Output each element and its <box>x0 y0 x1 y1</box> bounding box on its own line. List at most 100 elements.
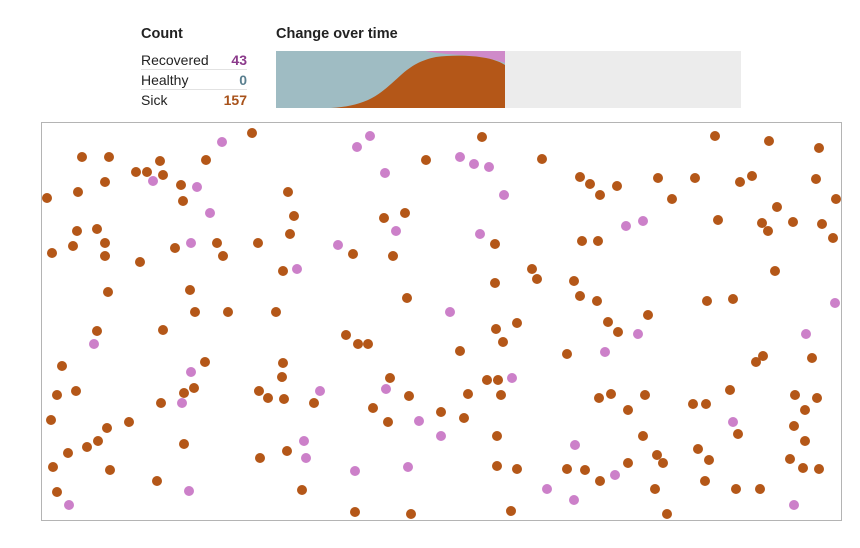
sick-person-dot <box>92 224 102 234</box>
recovered-person-dot <box>292 264 302 274</box>
sick-person-dot <box>490 239 500 249</box>
sick-person-dot <box>800 405 810 415</box>
sick-person-dot <box>562 464 572 474</box>
sick-person-dot <box>201 155 211 165</box>
recovered-person-dot <box>205 208 215 218</box>
sick-person-dot <box>506 506 516 516</box>
sick-person-dot <box>747 171 757 181</box>
recovered-person-dot <box>570 440 580 450</box>
sick-person-dot <box>788 217 798 227</box>
sick-person-dot <box>71 386 81 396</box>
sick-person-dot <box>690 173 700 183</box>
recovered-person-dot <box>445 307 455 317</box>
count-row-recovered: Recovered 43 <box>141 50 247 70</box>
sick-person-dot <box>297 485 307 495</box>
sick-person-dot <box>285 229 295 239</box>
sick-person-dot <box>350 507 360 517</box>
sick-person-dot <box>702 296 712 306</box>
sick-person-dot <box>42 193 52 203</box>
sick-person-dot <box>158 170 168 180</box>
sick-person-dot <box>603 317 613 327</box>
recovered-person-dot <box>475 229 485 239</box>
recovered-person-dot <box>380 168 390 178</box>
sick-person-dot <box>436 407 446 417</box>
sick-person-dot <box>758 351 768 361</box>
sick-person-dot <box>828 233 838 243</box>
sick-person-dot <box>812 393 822 403</box>
sick-person-dot <box>638 431 648 441</box>
recovered-person-dot <box>469 159 479 169</box>
sick-person-dot <box>363 339 373 349</box>
sick-person-dot <box>790 390 800 400</box>
sick-person-dot <box>404 391 414 401</box>
sick-person-dot <box>388 251 398 261</box>
healthy-count: 0 <box>239 71 247 88</box>
change-over-time-chart <box>276 51 741 108</box>
sick-person-dot <box>595 476 605 486</box>
sick-label: Sick <box>141 92 168 108</box>
sick-person-dot <box>93 436 103 446</box>
sick-person-dot <box>595 190 605 200</box>
sick-person-dot <box>562 349 572 359</box>
recovered-person-dot <box>600 347 610 357</box>
sick-person-dot <box>72 226 82 236</box>
recovered-person-dot <box>365 131 375 141</box>
sick-person-dot <box>623 405 633 415</box>
sick-person-dot <box>102 423 112 433</box>
sick-person-dot <box>73 187 83 197</box>
sick-person-dot <box>688 399 698 409</box>
sick-person-dot <box>103 287 113 297</box>
sick-person-dot <box>135 257 145 267</box>
sick-person-dot <box>253 238 263 248</box>
sick-person-dot <box>658 458 668 468</box>
sick-person-dot <box>348 249 358 259</box>
sick-person-dot <box>279 394 289 404</box>
sick-person-dot <box>92 326 102 336</box>
sick-person-dot <box>498 337 508 347</box>
sick-person-dot <box>612 181 622 191</box>
sick-person-dot <box>131 167 141 177</box>
recovered-person-dot <box>350 466 360 476</box>
sick-person-dot <box>512 318 522 328</box>
sick-person-dot <box>52 487 62 497</box>
recovered-person-dot <box>403 462 413 472</box>
recovered-person-dot <box>414 416 424 426</box>
sick-person-dot <box>807 353 817 363</box>
sick-person-dot <box>77 152 87 162</box>
sick-person-dot <box>585 179 595 189</box>
sick-person-dot <box>491 324 501 334</box>
chart-empty-region <box>505 51 741 108</box>
sick-person-dot <box>755 484 765 494</box>
recovered-person-dot <box>542 484 552 494</box>
recovered-person-dot <box>217 137 227 147</box>
sick-person-dot <box>798 463 808 473</box>
sick-person-dot <box>643 310 653 320</box>
sick-person-dot <box>158 325 168 335</box>
sick-person-dot <box>493 375 503 385</box>
count-row-sick: Sick 157 <box>141 90 247 110</box>
sick-person-dot <box>383 417 393 427</box>
recovered-person-dot <box>830 298 840 308</box>
sick-person-dot <box>814 143 824 153</box>
sick-person-dot <box>653 173 663 183</box>
recovered-person-dot <box>89 339 99 349</box>
sick-person-dot <box>482 375 492 385</box>
sick-person-dot <box>490 278 500 288</box>
sick-person-dot <box>763 226 773 236</box>
recovered-person-dot <box>621 221 631 231</box>
sick-person-dot <box>831 194 841 204</box>
sick-person-dot <box>606 389 616 399</box>
sick-person-dot <box>176 180 186 190</box>
sick-person-dot <box>277 372 287 382</box>
sick-person-dot <box>789 421 799 431</box>
sick-person-dot <box>817 219 827 229</box>
sick-person-dot <box>814 464 824 474</box>
healthy-label: Healthy <box>141 71 189 88</box>
sick-person-dot <box>223 307 233 317</box>
sick-person-dot <box>575 291 585 301</box>
sick-person-dot <box>63 448 73 458</box>
sick-person-dot <box>640 390 650 400</box>
sick-person-dot <box>406 509 416 519</box>
recovered-person-dot <box>633 329 643 339</box>
sick-person-dot <box>48 462 58 472</box>
